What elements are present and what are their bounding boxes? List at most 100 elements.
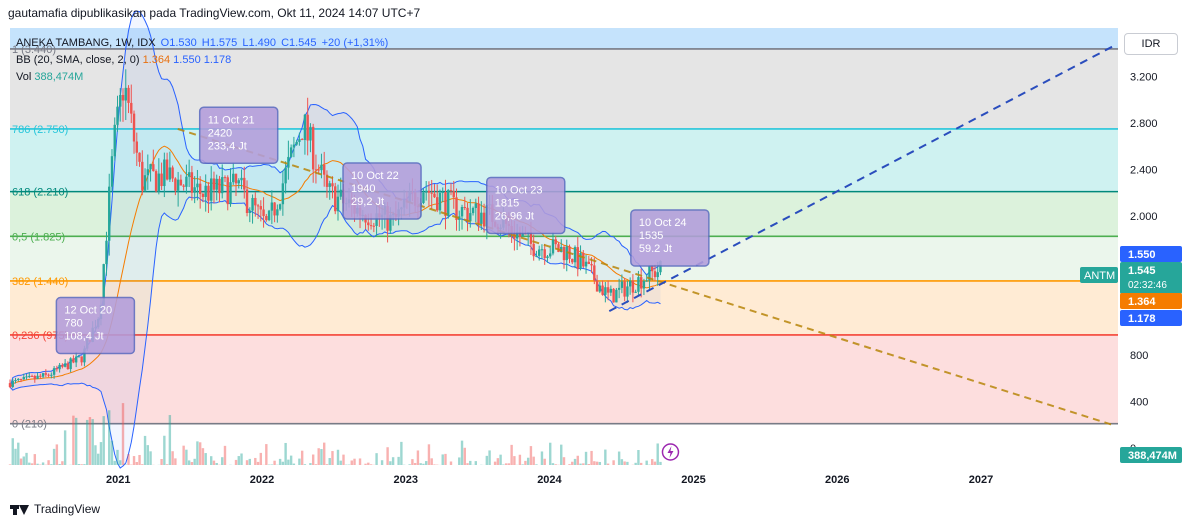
candle-body [543,249,546,258]
volume-bar [551,463,555,465]
volume-bar [204,453,207,465]
candle-body [196,183,199,188]
candle-body [309,126,312,141]
price-label: 1.550 [1120,246,1182,262]
candle-body [163,159,166,187]
candle-body [515,232,519,239]
volume-bar [650,459,654,465]
callout-text-3: 108,4 Jt [64,331,103,343]
candle-body [113,124,116,157]
callout-text-1: 11 Oct 21 [208,114,255,126]
y-tick-label: 2.400 [1130,165,1158,177]
candle-body [190,172,194,193]
candle-body [292,144,296,148]
volume-bar [8,464,12,465]
volume-bar [119,460,122,465]
high-value: H1.575 [201,37,238,49]
callout-text-2: 1535 [639,230,663,242]
volume-bar [579,463,582,465]
volume-bar [540,451,544,465]
uptrend-projection-line [608,45,1113,313]
downtrend-line [177,128,1113,426]
candle-body [537,249,541,256]
volume-bar [30,463,34,465]
candle-body [44,373,48,375]
candle-body [50,374,53,376]
vol-legend: Vol 388,474M [16,70,83,84]
candle-body [185,176,188,187]
candle-body [124,87,127,101]
candle-body [518,232,522,237]
candle-body [234,173,238,184]
volume-bar [590,450,593,465]
callout-text-3: 59.2 Jt [639,243,672,255]
candle-body [631,280,635,293]
volume-bar [604,449,607,465]
volume-bar [132,456,136,465]
candle-body [273,202,276,216]
volume-bar [653,461,657,465]
volume-bar [300,450,304,465]
x-tick-label: 2024 [537,474,562,486]
x-tick-label: 2025 [681,474,705,486]
vol-value: 388,474M [34,71,84,83]
callout-text-1: 10 Oct 23 [495,184,543,196]
candle-body [198,183,202,194]
candle-body [535,255,538,257]
volume-bar [80,464,83,465]
currency-button[interactable]: IDR [1124,33,1178,55]
candle-body [77,356,81,358]
candle-body [626,286,629,297]
x-tick-label: 2021 [106,474,130,486]
symbol-tag-box [1080,267,1118,283]
candle-body [639,277,643,289]
candle-body [427,190,431,193]
volume-bar [292,463,296,465]
candle-body [598,285,602,292]
volume-bar [422,463,425,465]
volume-bar [526,457,530,465]
candle-body [132,113,136,142]
volume-bar [116,449,119,465]
bb-label[interactable]: BB (20, SMA, close, 2, 0) [16,54,140,66]
volume-bar [413,463,417,465]
candle-body [372,225,376,227]
candle-body [218,178,221,194]
candle-body [367,222,370,226]
candle-body [593,265,596,281]
volume-bar [198,442,202,465]
volume-bar [160,459,163,465]
candle-body [549,253,552,257]
y-tick-label: 2.800 [1130,118,1158,130]
bb-fill [10,11,661,468]
candle-body [52,368,56,375]
price-label-value: 1.550 [1128,249,1156,261]
candle-body [160,173,163,187]
vol-label[interactable]: Vol [16,71,32,83]
price-label: 1.545 02:32:46 ANTM [1080,262,1182,294]
candle-body [623,281,626,297]
candle-body [471,207,475,214]
volume-bar [52,448,56,465]
volume-bar [444,453,447,465]
volume-bar [163,435,166,465]
symbol-label[interactable]: ANEKA TAMBANG, 1W, IDX [16,37,156,49]
candle-body [606,287,610,293]
volume-bar [358,458,362,465]
x-axis: 2021 2022 2023 2024 2025 2026 2027 [106,474,993,486]
candle-body [460,207,464,217]
volume-bar [595,461,599,465]
candle-body [110,156,114,187]
volume-bar [113,460,116,465]
change-value: +20 (+1,31%) [321,37,389,49]
candle-body [287,156,290,168]
candle-body [634,291,637,293]
volume-bar [110,440,114,465]
footer-brand[interactable]: TradingView [34,502,101,516]
volume-bar [311,454,315,465]
volume-bar [449,461,453,465]
volume-bar [141,464,144,465]
candle-body [477,203,480,224]
y-tick-label: 400 [1130,397,1148,409]
